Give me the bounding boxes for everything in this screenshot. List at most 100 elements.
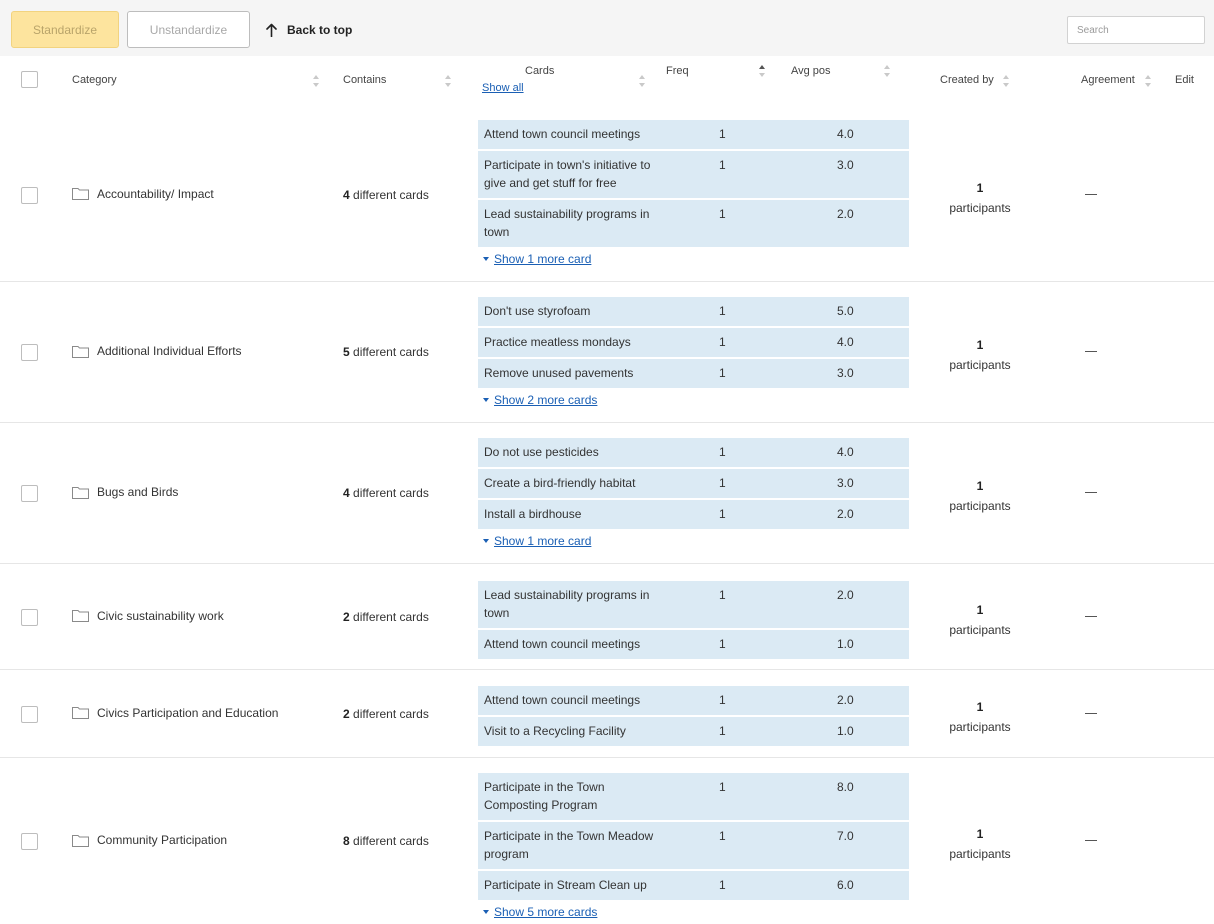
sort-agreement-icon[interactable] (1145, 75, 1151, 87)
card-title: Install a birdhouse (484, 507, 582, 521)
table-row: Civics Participation and Education 2 dif… (0, 670, 1214, 758)
contains-cell: 4 different cards (343, 187, 429, 202)
category-cell[interactable]: Civic sustainability work (72, 609, 224, 623)
row-checkbox[interactable] (21, 186, 38, 204)
table-row: Civic sustainability work 2 different ca… (0, 564, 1214, 670)
folder-icon (72, 345, 89, 358)
header-agreement[interactable]: Agreement (1081, 74, 1135, 86)
card-row: Attend town council meetings 1 2.0 (478, 686, 909, 715)
card-freq: 1 (719, 507, 726, 521)
category-cell[interactable]: Civics Participation and Education (72, 706, 278, 720)
card-avg-pos: 1.0 (837, 637, 854, 651)
card-row: Practice meatless mondays 1 4.0 (478, 328, 909, 357)
back-to-top-link[interactable]: Back to top (266, 20, 352, 40)
card-freq: 1 (719, 445, 726, 459)
card-avg-pos: 7.0 (837, 829, 854, 843)
folder-icon (72, 707, 89, 719)
row-checkbox[interactable] (21, 833, 38, 850)
header-cards[interactable]: Cards (525, 65, 555, 77)
caret-down-icon (483, 398, 489, 402)
header-created-by[interactable]: Created by (940, 74, 994, 86)
row-checkbox[interactable] (21, 344, 38, 361)
table-row: Additional Individual Efforts 5 differen… (0, 282, 1214, 423)
card-row: Remove unused pavements 1 3.0 (478, 359, 909, 388)
row-checkbox[interactable] (21, 608, 38, 626)
card-title: Participate in the Town Composting Progr… (484, 780, 605, 812)
card-title: Practice meatless mondays (484, 335, 631, 349)
show-more-cards-link[interactable]: Show 5 more cards (478, 905, 909, 919)
card-freq: 1 (719, 158, 726, 172)
category-cell[interactable]: Bugs and Birds (72, 485, 178, 499)
card-avg-pos: 3.0 (837, 366, 854, 380)
card-freq: 1 (719, 588, 726, 602)
created-by-cell: 1 participants (949, 602, 1011, 637)
category-cell[interactable]: Accountability/ Impact (72, 187, 214, 201)
card-avg-pos: 2.0 (837, 207, 854, 221)
card-avg-pos: 2.0 (837, 693, 854, 707)
card-row: Create a bird-friendly habitat 1 3.0 (478, 469, 909, 498)
card-row: Visit to a Recycling Facility 1 1.0 (478, 717, 909, 746)
card-freq: 1 (719, 693, 726, 707)
card-avg-pos: 5.0 (837, 304, 854, 318)
category-cell[interactable]: Community Participation (72, 833, 227, 847)
card-freq: 1 (719, 637, 726, 651)
header-category[interactable]: Category (72, 74, 117, 86)
show-more-cards-link[interactable]: Show 2 more cards (478, 393, 909, 407)
cards-list: Lead sustainability programs in town 1 2.0… (478, 581, 909, 661)
category-cell[interactable]: Additional Individual Efforts (72, 344, 242, 358)
agreement-dash (1085, 351, 1097, 352)
card-freq: 1 (719, 829, 726, 843)
show-all-link[interactable]: Show all (482, 82, 524, 94)
folder-icon (72, 486, 89, 499)
sort-avg-pos-icon[interactable] (884, 65, 890, 77)
card-row: Attend town council meetings 1 4.0 (478, 120, 909, 149)
card-title: Remove unused pavements (484, 366, 634, 380)
select-all-checkbox[interactable] (21, 71, 38, 88)
show-more-cards-link[interactable]: Show 1 more card (478, 252, 909, 266)
card-title: Attend town council meetings (484, 693, 641, 707)
card-row: Participate in town's initiative to give… (478, 151, 909, 198)
contains-cell: 2 different cards (343, 609, 429, 624)
search-input[interactable] (1067, 16, 1205, 44)
card-freq: 1 (719, 878, 726, 892)
row-checkbox[interactable] (21, 485, 38, 502)
card-avg-pos: 2.0 (837, 507, 854, 521)
header-edit: Edit (1175, 74, 1194, 86)
cards-list: Attend town council meetings 1 4.0 Partici… (478, 120, 909, 266)
show-more-cards-link[interactable]: Show 1 more card (478, 534, 909, 548)
header-avg-pos[interactable]: Avg pos (791, 65, 831, 77)
card-title: Lead sustainability programs in town (484, 207, 650, 239)
created-by-cell: 1 participants (949, 699, 1011, 734)
card-row: Participate in Stream Clean up 1 6.0 (478, 871, 909, 900)
contains-cell: 2 different cards (343, 706, 429, 721)
sort-freq-icon[interactable] (759, 65, 765, 77)
sort-created-by-icon[interactable] (1003, 75, 1009, 87)
standardize-button[interactable]: Standardize (11, 11, 119, 48)
card-avg-pos: 3.0 (837, 476, 854, 490)
row-checkbox[interactable] (21, 705, 38, 723)
header-contains[interactable]: Contains (343, 74, 387, 86)
card-title: Attend town council meetings (484, 637, 641, 651)
card-title: Do not use pesticides (484, 445, 599, 459)
card-row: Lead sustainability programs in town 1 2.0 (478, 581, 909, 628)
sort-cards-icon[interactable] (639, 75, 645, 87)
caret-down-icon (483, 257, 489, 261)
header-freq[interactable]: Freq (666, 65, 689, 77)
agreement-dash (1085, 193, 1097, 195)
card-freq: 1 (719, 366, 726, 380)
card-avg-pos: 4.0 (837, 127, 854, 141)
sort-category-icon[interactable] (313, 75, 319, 87)
unstandardize-button[interactable]: Unstandardize (127, 11, 250, 48)
card-title: Participate in Stream Clean up (484, 878, 647, 892)
sort-contains-icon[interactable] (445, 75, 451, 87)
cards-list: Don't use styrofoam 1 5.0 Practice meatles… (478, 297, 909, 407)
created-by-cell: 1 participants (949, 338, 1011, 372)
category-name: Additional Individual Efforts (97, 344, 242, 358)
card-freq: 1 (719, 476, 726, 490)
category-name: Bugs and Birds (97, 485, 179, 499)
agreement-dash (1085, 492, 1097, 493)
table-row: Community Participation 8 different card… (0, 758, 1214, 924)
card-avg-pos: 1.0 (837, 724, 854, 738)
card-avg-pos: 3.0 (837, 158, 854, 172)
contains-cell: 8 different cards (343, 834, 429, 848)
